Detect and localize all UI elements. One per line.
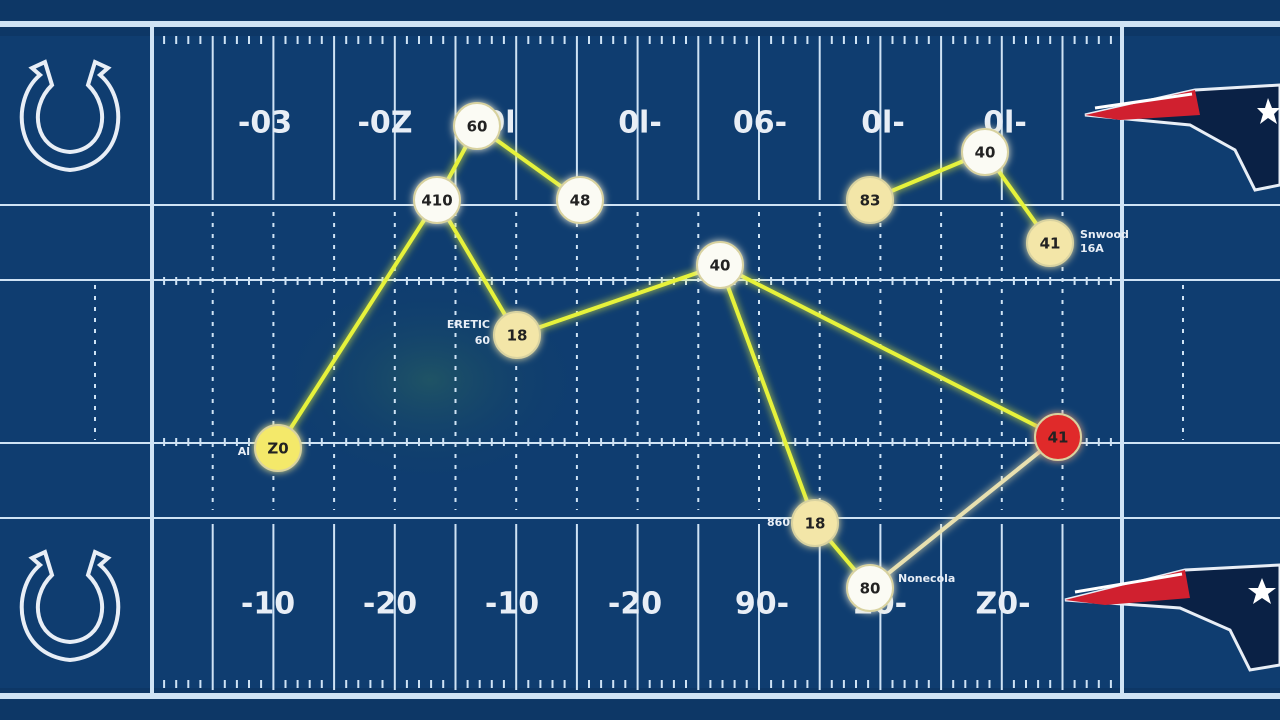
node-label: 83 xyxy=(860,192,881,210)
node-circle xyxy=(791,499,839,547)
horseshoe-logo xyxy=(19,549,121,663)
annotation: 60 xyxy=(475,334,491,347)
connections xyxy=(276,124,1060,590)
patriot-logo xyxy=(1064,563,1280,672)
node-circle xyxy=(696,241,744,289)
node-circle xyxy=(846,564,894,612)
connection xyxy=(718,263,1060,439)
node-circle xyxy=(493,311,541,359)
yard-number: -10 xyxy=(241,587,295,622)
yard-number: -10 xyxy=(485,587,539,622)
annotation: ERETIC xyxy=(447,318,490,331)
node: 83 xyxy=(846,176,894,224)
node: 18 xyxy=(791,499,839,547)
haze xyxy=(270,270,590,490)
node-label: 410 xyxy=(421,192,452,210)
node: Z0 xyxy=(254,424,302,472)
yard-number: 0l- xyxy=(861,106,905,141)
connection xyxy=(868,435,1060,590)
node-label: 41 xyxy=(1040,235,1061,253)
node: 60 xyxy=(453,102,501,150)
node: 410 xyxy=(413,176,461,224)
yard-number: 06- xyxy=(733,106,787,141)
node: 40 xyxy=(696,241,744,289)
node-label: Z0 xyxy=(267,440,288,458)
node-label: 60 xyxy=(467,118,488,136)
yard-number: 90- xyxy=(735,587,789,622)
annotation: 860 xyxy=(767,516,790,529)
node: 18 xyxy=(493,311,541,359)
node-label: 40 xyxy=(710,257,731,275)
node: 41 xyxy=(1026,219,1074,267)
yard-number: Z0- xyxy=(975,587,1030,622)
horseshoe-logo xyxy=(19,59,121,173)
node-circle xyxy=(453,102,501,150)
yard-number: -03 xyxy=(238,106,292,141)
node-label: 18 xyxy=(507,327,528,345)
node-label: 40 xyxy=(975,144,996,162)
connection xyxy=(718,263,817,525)
connection xyxy=(435,198,519,337)
node-label: 18 xyxy=(805,515,826,533)
connection xyxy=(515,263,722,337)
yard-number: -20 xyxy=(608,587,662,622)
node-circle xyxy=(556,176,604,224)
annotation: 16A xyxy=(1080,242,1104,255)
yard-number: -20 xyxy=(363,587,417,622)
node: 48 xyxy=(556,176,604,224)
yard-number: 0l- xyxy=(618,106,662,141)
annotation: Nonecola xyxy=(898,572,955,585)
node-circle xyxy=(413,176,461,224)
connection xyxy=(276,198,439,450)
node-circle xyxy=(254,424,302,472)
node: 40 xyxy=(961,128,1009,176)
node: 80 xyxy=(846,564,894,612)
yard-number: -0Z xyxy=(357,106,412,141)
node-circle xyxy=(1026,219,1074,267)
node: 41 xyxy=(1034,413,1082,461)
annotation: Al xyxy=(238,445,250,458)
node-circle xyxy=(1034,413,1082,461)
node-label: 80 xyxy=(860,580,881,598)
node-circle xyxy=(846,176,894,224)
node-circle xyxy=(961,128,1009,176)
patriot-logo xyxy=(1084,83,1280,192)
annotation: Snwood xyxy=(1080,228,1129,241)
node-label: 48 xyxy=(570,192,591,210)
node-label: 41 xyxy=(1048,429,1069,447)
